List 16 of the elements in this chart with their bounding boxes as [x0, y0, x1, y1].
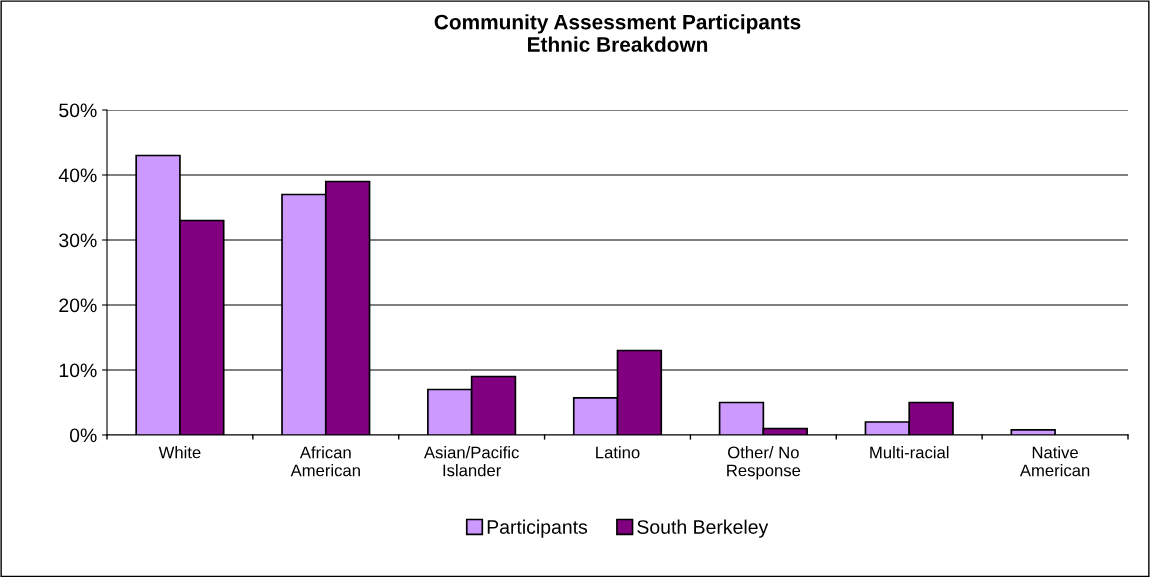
y-tick-label: 50% — [59, 103, 97, 118]
y-tick-label: 20% — [59, 298, 97, 313]
chart-title: Community Assessment Participants Ethnic Breakdown — [434, 14, 801, 52]
x-tick-label: African American — [290, 446, 360, 477]
y-tick-label: 10% — [59, 363, 97, 378]
x-tick-label: Multi-racial — [870, 446, 949, 459]
legend-label: Participants — [487, 519, 588, 538]
x-tick-label: Latino — [596, 446, 640, 459]
y-tick-label: 0% — [69, 428, 97, 443]
y-tick-label: 30% — [59, 233, 97, 248]
y-tick-label: 40% — [58, 168, 97, 183]
x-tick-label: White — [158, 446, 201, 459]
legend-label: South Berkeley — [637, 519, 769, 538]
x-tick-label: Other/ No Response — [727, 446, 801, 480]
x-tick-label: Asian/Pacific Islander — [423, 446, 519, 477]
x-tick-label: Native American — [1019, 446, 1090, 477]
